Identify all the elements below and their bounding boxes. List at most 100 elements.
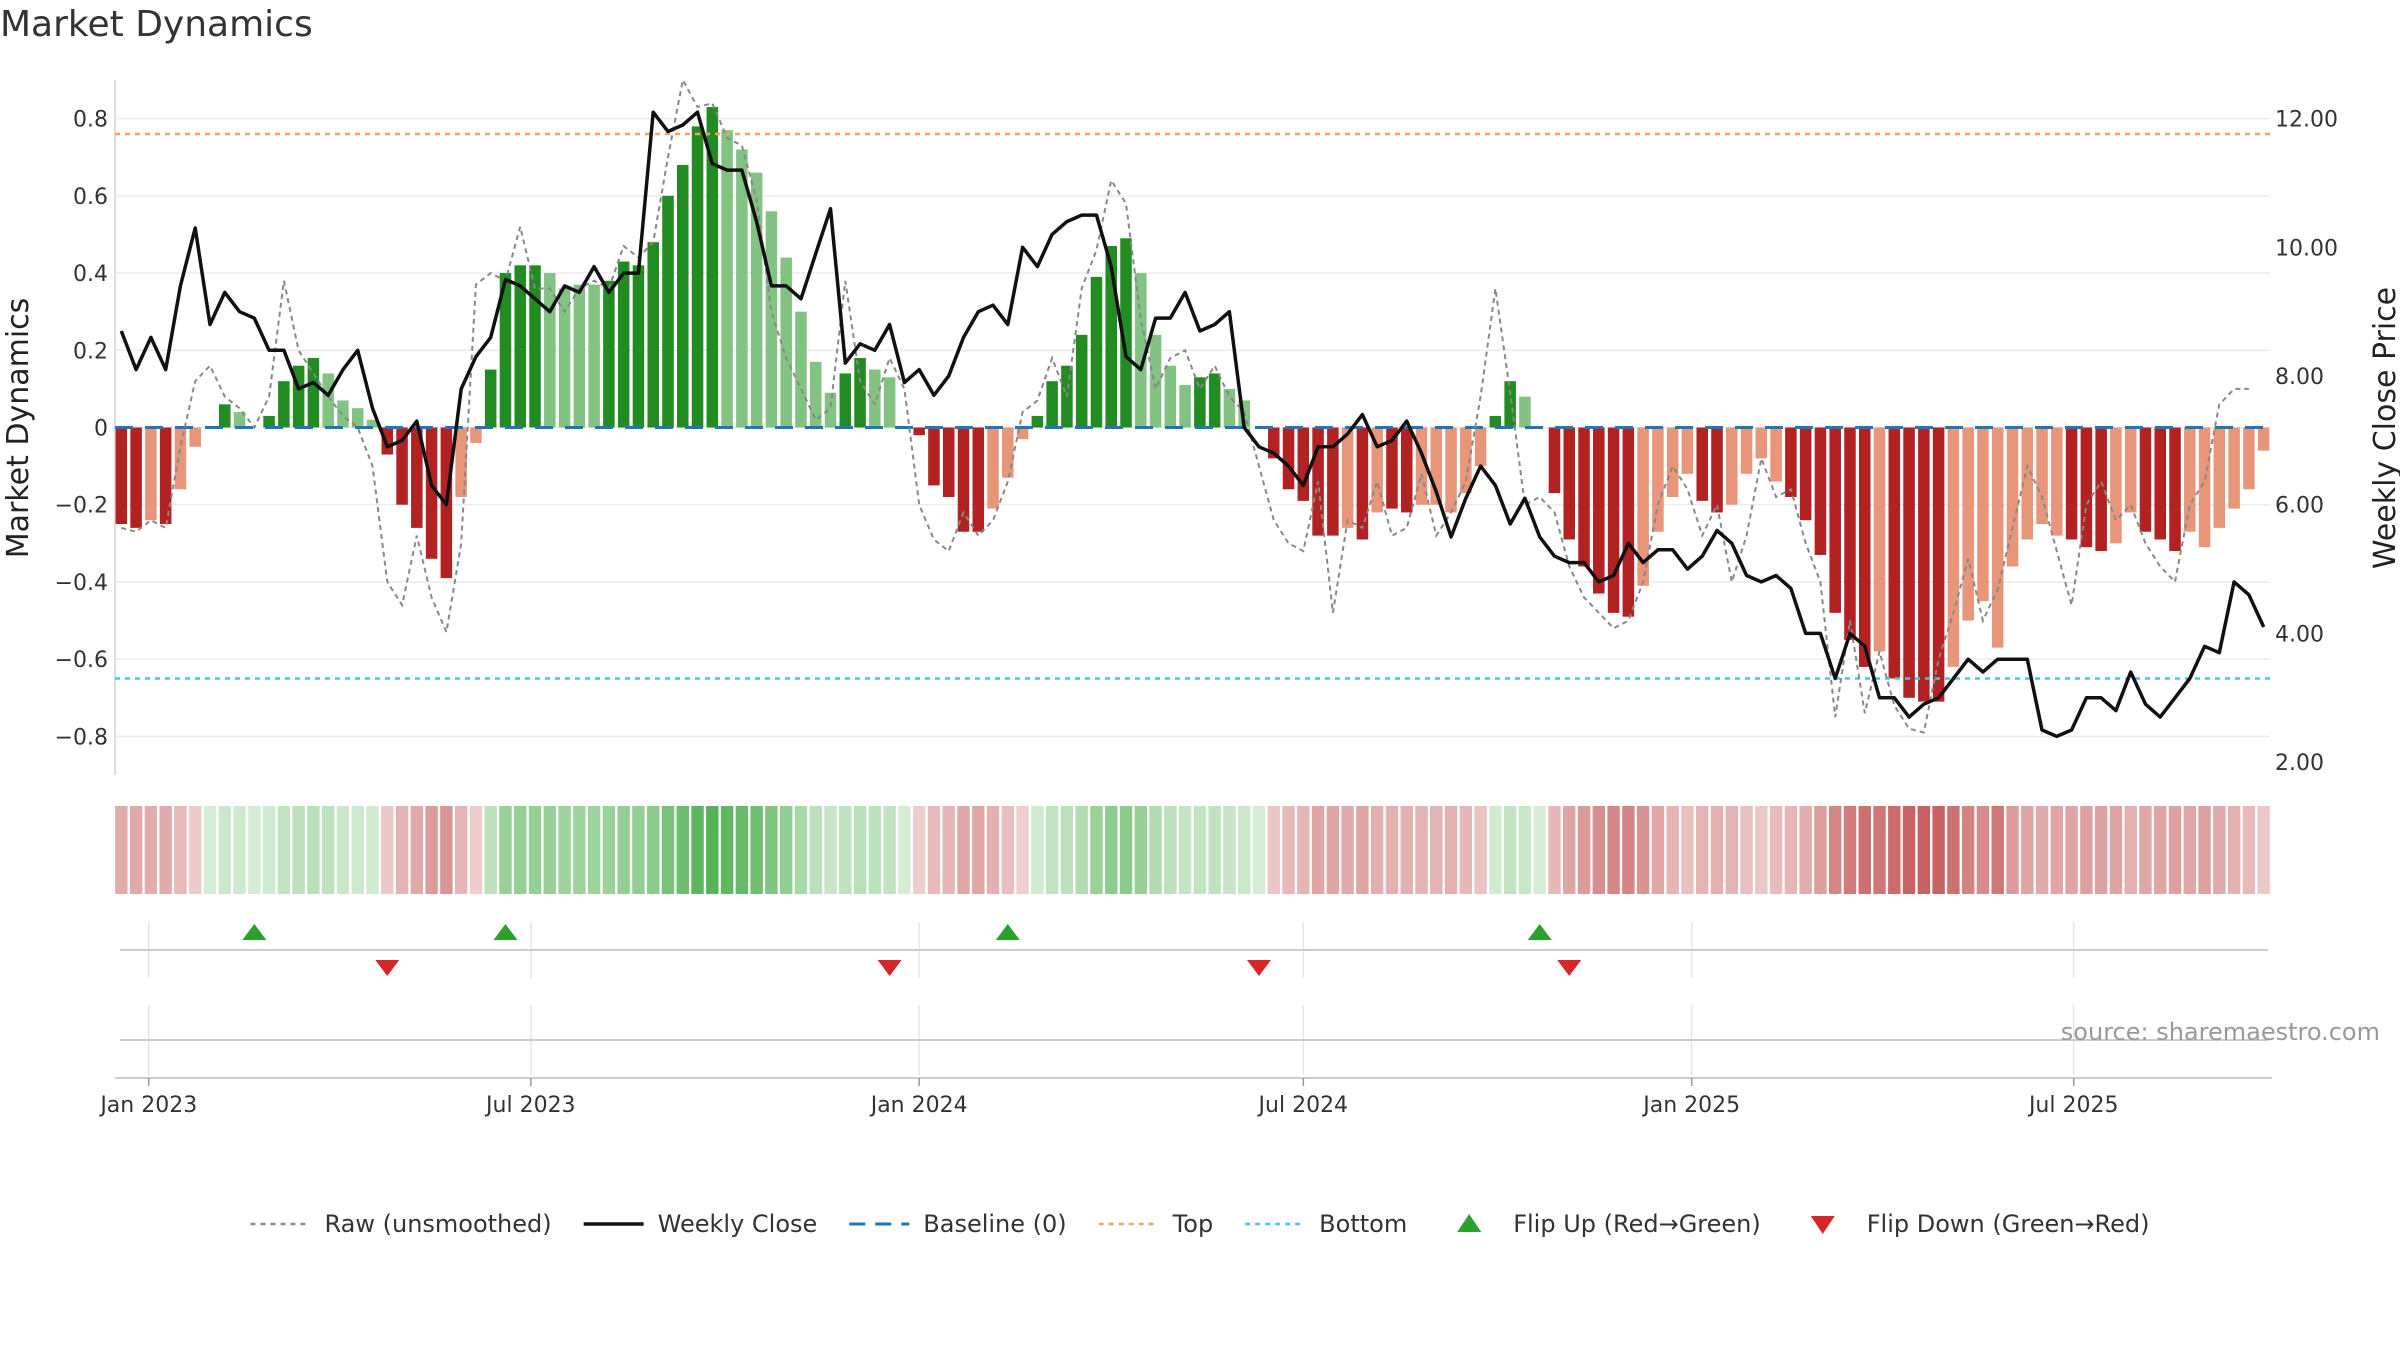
heat-cell [395,806,409,894]
heat-cell [2154,806,2167,894]
heat-cell [307,806,320,894]
momentum-bar [795,311,807,428]
momentum-bar [455,427,467,497]
heat-cell [1961,806,1975,894]
heat-cell [2198,806,2211,894]
momentum-bar [928,427,940,486]
heat-cell [1474,806,1487,894]
heat-cell [2006,806,2019,894]
heat-cell [1223,806,1236,894]
heat-cell [2183,806,2196,894]
flip-down-marker [1557,960,1582,976]
heat-cell [558,806,571,894]
momentum-bar [1652,427,1664,532]
momentum-bar [1991,427,2004,648]
heat-cell [750,806,763,894]
momentum-bar [1637,427,1649,586]
momentum-bar [145,427,157,521]
momentum-bar [2154,427,2167,540]
heat-cell [1164,806,1177,894]
heat-cell [868,806,882,894]
momentum-bar [115,427,128,525]
momentum-bar [573,284,586,428]
momentum-bar [1149,334,1162,428]
heat-cell [1991,806,2004,894]
momentum-bar [1489,415,1502,428]
heat-cell [2021,806,2034,894]
momentum-bar [1740,427,1753,474]
momentum-bar [1223,388,1236,428]
heat-cell [1238,806,1251,894]
heat-cell [1740,806,1753,894]
y2-tick-label: 6.00 [2275,494,2324,519]
momentum-bar [218,404,231,428]
x-tick-label: Jul 2024 [1257,1093,1349,1118]
legend-swatch-flip-up [1457,1214,1482,1232]
heat-cell [1326,806,1340,894]
heat-cell [484,806,497,894]
momentum-bar [1046,381,1058,428]
momentum-bar [366,419,379,428]
heat-cell [883,806,896,894]
heat-cell [765,806,778,894]
heat-cell [1784,806,1798,894]
momentum-bar [1785,427,1797,497]
momentum-bar [647,242,659,428]
heat-cell [1311,806,1325,894]
momentum-bar [824,392,837,428]
momentum-bar [721,130,733,428]
momentum-bar [1814,427,1827,555]
heat-cell [262,806,276,894]
heat-cell [824,806,837,894]
flip-up-marker [493,924,518,940]
momentum-bar [1415,427,1428,505]
legend-label: Raw (unsmoothed) [325,1210,552,1238]
weekly-close-line [119,110,2266,739]
legend-label: Baseline (0) [923,1210,1066,1238]
momentum-bar [307,358,320,428]
momentum-bar [529,265,541,428]
y2-tick-label: 2.00 [2275,751,2324,776]
heat-cell [203,806,217,894]
heat-cell [706,806,719,894]
heat-cell [1681,806,1694,894]
momentum-bar [1607,427,1620,613]
momentum-bar [1474,427,1487,467]
heat-cell [321,806,335,894]
heat-cell [366,806,379,894]
momentum-bar [1844,427,1856,640]
legend-label: Top [1172,1210,1214,1238]
heat-cell [159,806,172,894]
heat-cell [1031,806,1044,894]
heat-cell [691,806,704,894]
y-tick-label: 0.2 [73,339,108,364]
heat-cell [1090,806,1103,894]
heat-cell [1607,806,1620,894]
y2-tick-label: 4.00 [2275,622,2324,647]
momentum-bar [233,412,246,428]
heat-cell [779,806,793,894]
heat-cell [1799,806,1812,894]
heat-cell [1178,806,1192,894]
momentum-bar [1977,427,1989,602]
momentum-bar [351,408,364,428]
heat-cell [1267,806,1280,894]
heat-cell [1208,806,1221,894]
momentum-bar [1341,427,1354,528]
momentum-bar [1726,427,1738,505]
momentum-bar [1386,427,1398,509]
x-tick-label: Jan 2025 [1641,1093,1740,1118]
heat-cell [499,806,512,894]
flip-down-marker [1246,960,1271,976]
flip-up-marker [1527,924,1552,940]
heat-cell [2065,806,2078,894]
heat-cell [543,806,557,894]
momentum-bar [1105,246,1118,428]
momentum-bar [972,427,985,532]
momentum-bar [159,427,172,525]
momentum-bar [2110,427,2122,544]
flip-up-marker [242,924,267,940]
heat-cell [2168,806,2182,894]
heat-cell [942,806,955,894]
heat-cell [1282,806,1295,894]
